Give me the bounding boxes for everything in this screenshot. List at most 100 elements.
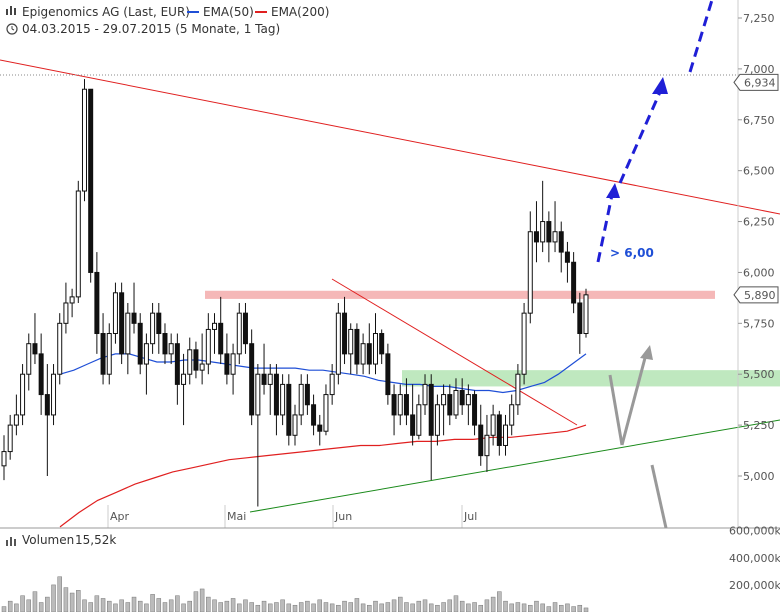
chart-header: Epigenomics AG (Last, EUR) EMA(50) EMA(2… — [6, 5, 329, 36]
x-tick-label: Apr — [110, 510, 130, 523]
volume-bar — [76, 590, 81, 612]
candle-body — [416, 404, 422, 436]
volume-bar — [490, 596, 496, 612]
volume-bar — [224, 600, 230, 612]
candle-body — [298, 383, 304, 416]
candle-body — [540, 221, 546, 243]
candle-body — [150, 312, 156, 345]
candle-body — [317, 424, 323, 432]
candle-body — [205, 328, 211, 365]
volume-label: Volumen — [22, 533, 74, 547]
candle-body — [187, 349, 193, 375]
volume-bar — [329, 603, 335, 612]
candle-body — [360, 343, 366, 365]
x-tick-label: Jun — [334, 510, 352, 523]
volume-bar — [503, 600, 508, 612]
candle-body — [88, 88, 94, 273]
candle-body — [379, 333, 385, 355]
volume-bar — [534, 600, 539, 612]
volume-bar — [162, 602, 168, 612]
candle-body — [323, 394, 329, 432]
candle-body — [484, 434, 490, 457]
volume-bar — [261, 600, 267, 612]
candle-body — [181, 373, 187, 385]
volume-bar — [404, 602, 409, 612]
candle-body — [354, 328, 360, 365]
volume-bar — [267, 603, 273, 612]
target-annotation: > 6,00 — [610, 246, 654, 260]
grey-arrowhead — [640, 345, 653, 360]
support-trendline — [249, 419, 780, 513]
volume-bar — [398, 596, 403, 612]
candle-body — [434, 404, 440, 436]
ema200-legend-label: EMA(200) — [271, 5, 329, 19]
volume-bar — [385, 602, 391, 612]
candle-body — [428, 383, 434, 436]
volume-bar — [391, 599, 397, 612]
volume-bar — [168, 599, 174, 612]
ema50-legend-label: EMA(50) — [203, 5, 254, 19]
volume-bars — [1, 576, 589, 612]
volume-bar — [32, 591, 38, 612]
volume-bar — [552, 602, 558, 612]
volume-bar — [577, 604, 583, 612]
volume-bar — [379, 603, 384, 612]
candle-body — [137, 322, 143, 365]
volume-bar — [521, 603, 527, 612]
y-tick-label: 5,750 — [743, 317, 775, 330]
volume-bar — [373, 600, 378, 612]
volume-bar — [113, 603, 118, 612]
volume-bar — [20, 595, 25, 612]
y-tick-label: 5,000 — [743, 470, 775, 483]
candle-body — [106, 333, 112, 375]
volume-bar — [150, 594, 155, 612]
volume-bar — [218, 602, 223, 612]
volume-bar — [336, 604, 341, 612]
volume-bar — [472, 602, 477, 612]
volume-bar — [441, 602, 446, 612]
y-tick-label: 5,500 — [743, 368, 775, 381]
candle-body — [385, 353, 391, 396]
y-tick-label: 6,250 — [743, 216, 775, 229]
volume-bar — [478, 604, 483, 612]
candle-body — [329, 373, 335, 396]
candle-body — [267, 373, 273, 385]
volume-panel: Volumen 15,52k 600,000k 400,000k 200,000k — [0, 525, 780, 612]
candle-body — [125, 312, 131, 355]
volume-bar — [237, 603, 242, 612]
candle-body — [75, 190, 81, 298]
volume-bar — [571, 606, 576, 612]
candle-body — [100, 333, 106, 375]
support-zone — [402, 370, 780, 387]
candle-body — [472, 394, 478, 426]
candle-body — [143, 343, 149, 365]
clock-icon — [6, 23, 18, 35]
candle-body — [38, 353, 44, 396]
candle-body — [249, 343, 255, 416]
volume-tick-label: 400,000k — [729, 552, 780, 565]
candle-body — [162, 333, 168, 355]
volume-bar — [137, 600, 143, 612]
candle-body — [112, 292, 118, 335]
candle-body — [503, 424, 509, 446]
volume-bar — [255, 604, 261, 612]
candle-body — [212, 322, 218, 330]
trendlines-layer — [0, 59, 780, 513]
projection-arrows — [596, 0, 714, 529]
volume-bar — [435, 604, 440, 612]
candle-body — [478, 424, 484, 457]
volume-bar — [51, 584, 56, 612]
y-tick-label: 6,750 — [743, 114, 775, 127]
candle-body — [391, 394, 397, 416]
price-flag-label: 6,934 — [744, 76, 776, 89]
candle-body — [447, 394, 453, 416]
volume-bar — [144, 603, 149, 612]
volume-bar — [119, 599, 124, 612]
y-tick-label: 6,500 — [743, 165, 775, 178]
volume-bar — [286, 603, 292, 612]
annotation-layer: > 6,00 — [610, 246, 654, 260]
candle-body — [63, 302, 69, 324]
volume-bar — [565, 603, 570, 612]
candle-body — [156, 312, 162, 335]
